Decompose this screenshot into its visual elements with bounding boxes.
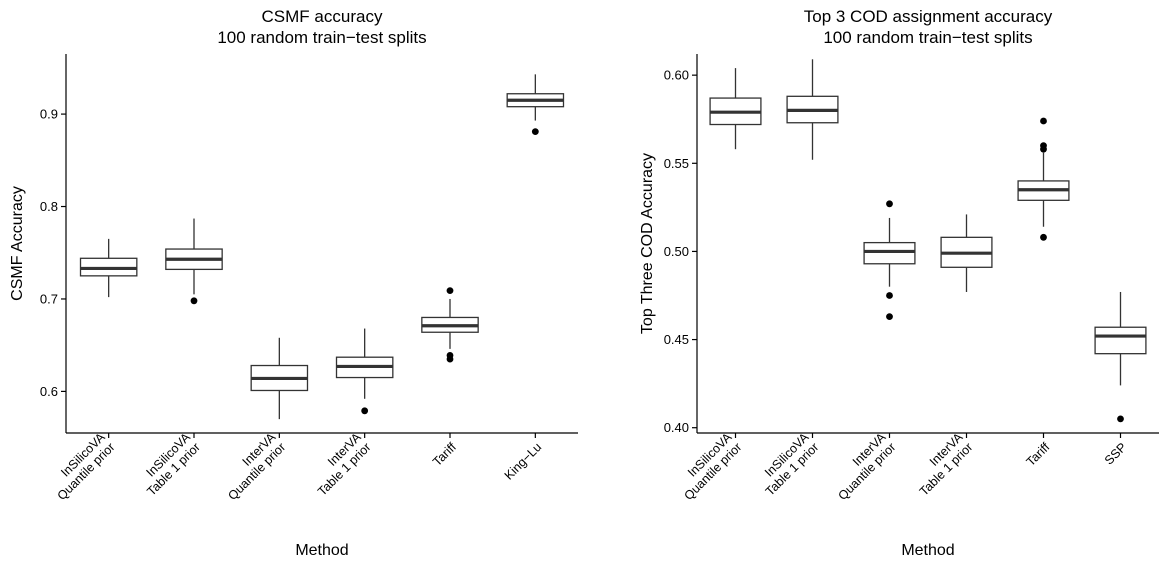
chart-csmf-accuracy: CSMF accuracy 100 random train−test split… bbox=[9, 7, 578, 559]
outlier-point bbox=[1040, 233, 1047, 241]
x-tick-label-line: SSP bbox=[1102, 440, 1130, 468]
x-tick-label: InSilicoVAQuantile prior bbox=[672, 430, 745, 503]
outlier-point bbox=[190, 297, 198, 305]
y-tick-label: 0.45 bbox=[664, 332, 689, 347]
chart-title-line: CSMF accuracy bbox=[262, 7, 383, 26]
x-tick-label: InSilicoVAQuantile prior bbox=[45, 430, 118, 503]
outlier-point bbox=[531, 128, 539, 136]
x-tick-label-line: Tariff bbox=[430, 440, 459, 469]
x-tick-label: Tariff bbox=[1024, 440, 1053, 469]
x-tick-label-line: Tariff bbox=[1024, 440, 1053, 469]
outlier-point bbox=[886, 313, 893, 321]
x-axis-title: Method bbox=[901, 542, 954, 559]
box-iqr bbox=[863, 241, 916, 265]
x-tick-label: InterVATable 1 prior bbox=[907, 430, 976, 499]
chart-title-line: 100 random train−test splits bbox=[823, 28, 1032, 47]
y-tick-label: 0.55 bbox=[664, 156, 689, 171]
outlier-point bbox=[886, 200, 893, 208]
y-tick-label: 0.50 bbox=[664, 244, 689, 259]
outlier-point bbox=[1117, 415, 1124, 423]
x-tick-label: InterVAQuantile prior bbox=[215, 430, 288, 503]
y-tick-label: 0.60 bbox=[664, 68, 689, 83]
y-tick-label: 0.7 bbox=[40, 291, 58, 306]
outlier-point bbox=[446, 287, 454, 295]
outlier-point bbox=[1040, 117, 1047, 125]
chart-title-line: Top 3 COD assignment accuracy bbox=[804, 7, 1053, 26]
box-iqr bbox=[1094, 326, 1147, 355]
x-tick-label-line: King−Lu bbox=[502, 440, 545, 483]
x-tick-label: SSP bbox=[1102, 440, 1130, 468]
y-tick-label: 0.6 bbox=[40, 384, 58, 399]
x-tick-label: InterVAQuantile prior bbox=[826, 430, 899, 503]
outlier-point bbox=[446, 355, 454, 363]
y-tick-label: 0.8 bbox=[40, 199, 58, 214]
chart-title-line: 100 random train−test splits bbox=[217, 28, 426, 47]
y-axis-title: CSMF Accuracy bbox=[9, 186, 26, 301]
x-tick-label: InterVATable 1 prior bbox=[305, 430, 374, 499]
outlier-point bbox=[886, 292, 893, 299]
x-tick-label: Tariff bbox=[430, 440, 459, 469]
y-tick-label: 0.9 bbox=[40, 107, 58, 122]
outlier-point bbox=[1040, 145, 1047, 153]
x-tick-label: InSilicoVATable 1 prior bbox=[135, 430, 204, 499]
x-axis-title: Method bbox=[295, 542, 348, 559]
outlier-point bbox=[361, 407, 369, 415]
chart-top3-cod-accuracy: Top 3 COD assignment accuracy 100 random … bbox=[639, 7, 1159, 559]
x-tick-label: InSilicoVATable 1 prior bbox=[753, 430, 822, 499]
x-tick-label: King−Lu bbox=[502, 440, 545, 483]
y-axis-title: Top Three COD Accuracy bbox=[639, 153, 656, 334]
y-tick-label: 0.40 bbox=[664, 420, 689, 435]
